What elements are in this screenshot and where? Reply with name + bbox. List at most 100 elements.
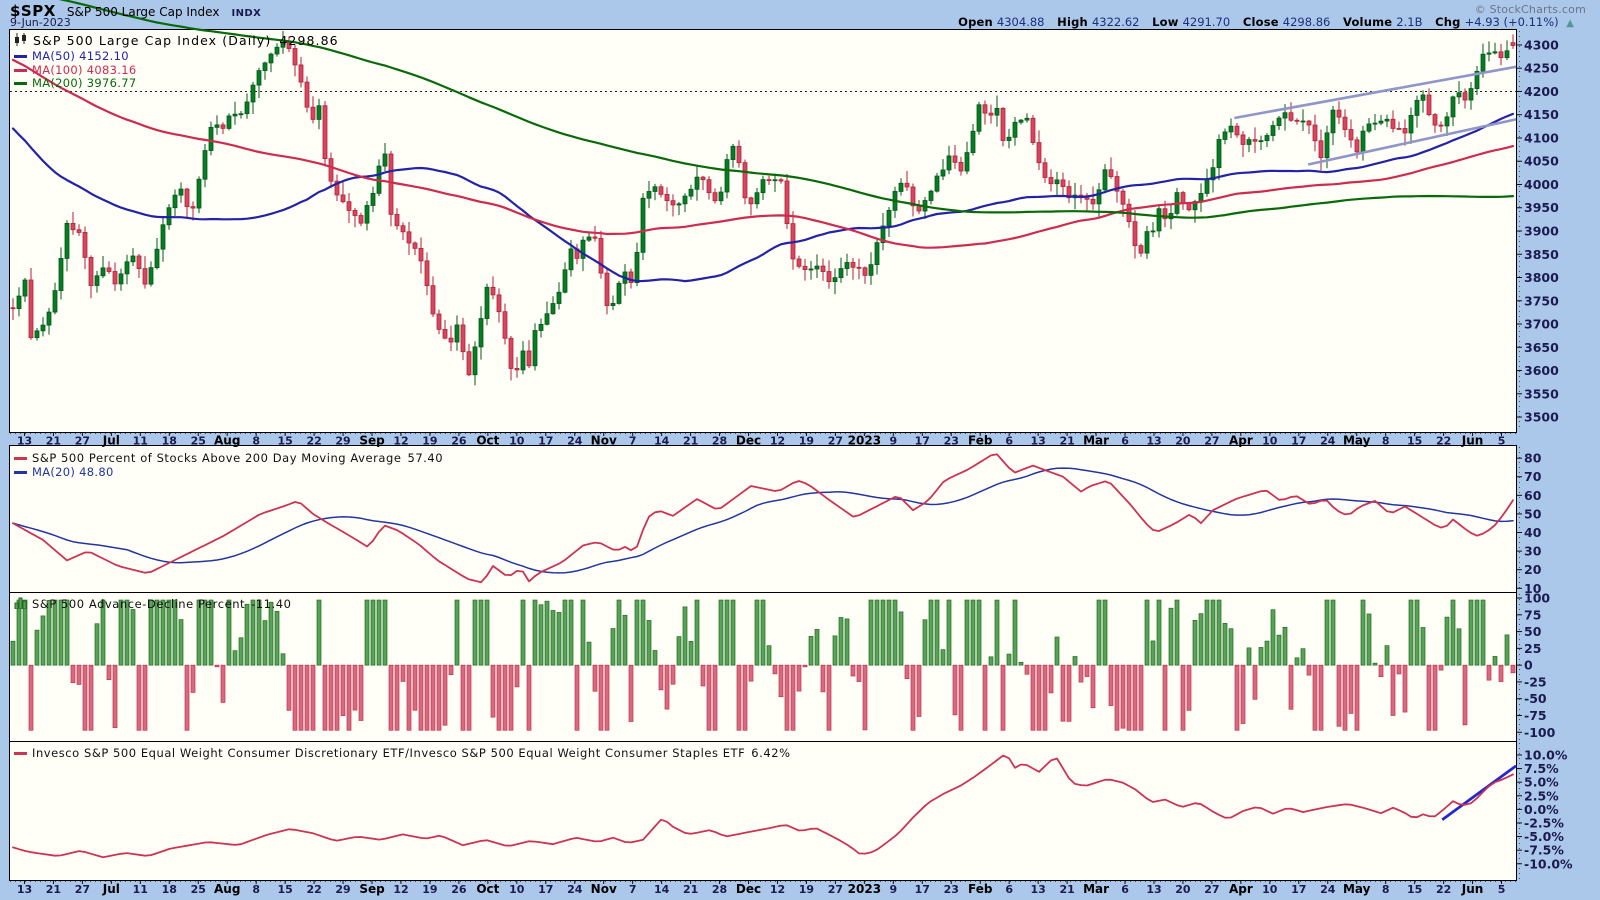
breadth-line: [12, 453, 1514, 584]
svg-text:50: 50: [1524, 624, 1542, 639]
main-legend-title-row: S&P 500 Large Cap Index (Daily) 4298.86: [14, 33, 339, 49]
svg-text:21: 21: [683, 883, 698, 896]
svg-text:3900: 3900: [1524, 224, 1559, 239]
svg-text:6: 6: [1121, 883, 1129, 896]
svg-text:10: 10: [1262, 883, 1278, 896]
svg-text:27: 27: [1204, 435, 1219, 448]
svg-text:11: 11: [133, 435, 148, 448]
candlestick-chart-icon: [15, 33, 26, 46]
svg-text:17: 17: [538, 883, 553, 896]
breadth-ma-legend: MA(20) 48.80: [14, 465, 443, 479]
svg-text:14: 14: [654, 435, 670, 448]
svg-text:3850: 3850: [1524, 247, 1559, 262]
channel-line-0: [1234, 65, 1517, 120]
panel-box-0: [9, 29, 1517, 433]
svg-text:19: 19: [799, 435, 814, 448]
svg-text:12: 12: [393, 435, 408, 448]
svg-text:-7.5%: -7.5%: [1524, 843, 1564, 858]
svg-text:-75: -75: [1524, 708, 1547, 723]
svg-text:50: 50: [1524, 506, 1542, 521]
svg-text:4100: 4100: [1524, 130, 1559, 145]
quote-row: Open 4304.88 High 4322.62 Low 4291.70 Close…: [949, 15, 1574, 29]
svg-text:Jun: Jun: [1461, 434, 1484, 448]
channel-line-1: [1307, 118, 1517, 166]
symbol-name: S&P 500 Large Cap Index: [66, 5, 220, 19]
low-label: Low: [1152, 15, 1179, 29]
svg-text:24: 24: [567, 435, 583, 448]
svg-text:26: 26: [451, 883, 467, 896]
svg-text:12: 12: [770, 435, 785, 448]
svg-text:2023: 2023: [848, 882, 881, 896]
svg-text:2.5%: 2.5%: [1524, 788, 1559, 803]
svg-text:7: 7: [629, 435, 637, 448]
svg-text:12: 12: [770, 883, 785, 896]
svg-text:15: 15: [1407, 435, 1422, 448]
svg-text:0: 0: [1524, 658, 1533, 673]
ma200-line-swatch: [14, 82, 27, 85]
main-chart-last: 4298.86: [279, 33, 339, 48]
svg-text:27: 27: [1204, 883, 1219, 896]
advance-decline-title-row: S&P 500 Advance-Decline Percent -11.40: [14, 597, 291, 611]
svg-text:21: 21: [683, 435, 698, 448]
svg-text:15: 15: [277, 435, 292, 448]
svg-text:8: 8: [252, 883, 260, 896]
svg-text:May: May: [1343, 434, 1371, 448]
svg-text:17: 17: [1291, 883, 1306, 896]
exchange-label: INDX: [231, 8, 262, 19]
svg-text:15: 15: [277, 883, 292, 896]
svg-text:21: 21: [1059, 435, 1074, 448]
svg-text:6: 6: [1121, 435, 1129, 448]
svg-text:8: 8: [1382, 883, 1390, 896]
svg-text:Nov: Nov: [591, 434, 617, 448]
svg-text:18: 18: [162, 435, 177, 448]
svg-text:22: 22: [1436, 435, 1451, 448]
panel-box-1: [9, 445, 1517, 594]
ratio-trendline: [1441, 764, 1517, 821]
svg-text:Oct: Oct: [476, 434, 499, 448]
svg-text:13: 13: [17, 883, 32, 896]
svg-text:21: 21: [1059, 883, 1074, 896]
svg-text:27: 27: [75, 435, 90, 448]
svg-text:17: 17: [915, 435, 930, 448]
svg-text:Nov: Nov: [591, 882, 617, 896]
svg-text:21: 21: [46, 435, 61, 448]
svg-text:13: 13: [17, 435, 32, 448]
svg-text:60: 60: [1524, 488, 1542, 503]
svg-text:13: 13: [1146, 435, 1161, 448]
svg-text:23: 23: [944, 883, 959, 896]
svg-text:4250: 4250: [1524, 61, 1559, 76]
svg-text:29: 29: [335, 883, 350, 896]
ma50-legend: MA(50) 4152.10: [14, 49, 339, 63]
svg-text:4150: 4150: [1524, 107, 1559, 122]
svg-text:Aug: Aug: [214, 434, 240, 448]
svg-text:9: 9: [889, 435, 897, 448]
svg-text:5: 5: [1498, 883, 1506, 896]
bar-chart-icon: [14, 597, 27, 610]
svg-text:3700: 3700: [1524, 317, 1559, 332]
ratio-panel-legend: Invesco S&P 500 Equal Weight Consumer Di…: [14, 746, 791, 760]
main-chart-title: S&P 500 Large Cap Index (Daily): [33, 33, 272, 48]
svg-text:10.0%: 10.0%: [1524, 747, 1568, 762]
svg-text:12: 12: [393, 883, 408, 896]
chg-label: Chg: [1435, 15, 1461, 29]
svg-text:70: 70: [1524, 469, 1542, 484]
svg-text:100: 100: [1524, 591, 1550, 606]
svg-text:40: 40: [1524, 525, 1542, 540]
advance-decline-bars: [10, 599, 1516, 731]
svg-text:4000: 4000: [1524, 177, 1559, 192]
svg-text:4050: 4050: [1524, 154, 1559, 169]
svg-text:3750: 3750: [1524, 293, 1559, 308]
svg-text:10: 10: [509, 883, 525, 896]
close-label: Close: [1242, 15, 1279, 29]
svg-text:5: 5: [1498, 435, 1506, 448]
svg-text:17: 17: [1291, 435, 1306, 448]
main-candles: [10, 31, 1516, 386]
svg-text:8: 8: [252, 435, 260, 448]
ratio-line-swatch: [14, 752, 27, 755]
svg-text:19: 19: [799, 883, 814, 896]
svg-text:30: 30: [1524, 544, 1542, 559]
svg-text:Oct: Oct: [476, 882, 499, 896]
svg-text:26: 26: [451, 435, 467, 448]
